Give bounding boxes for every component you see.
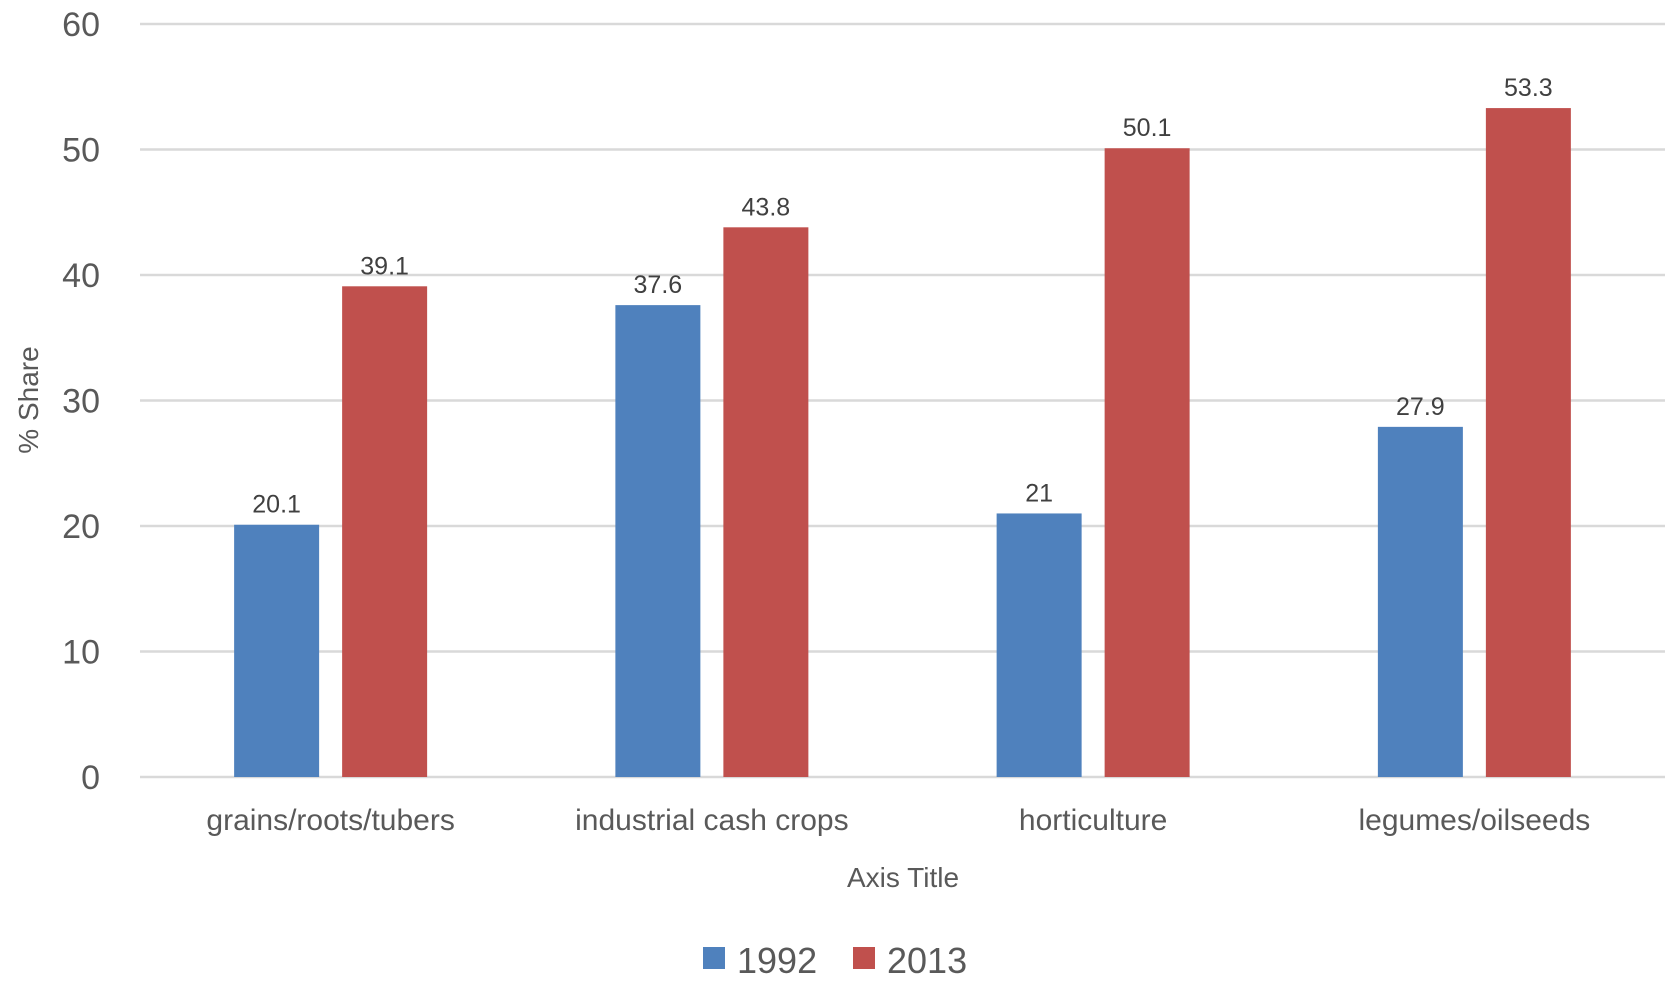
data-label: 21 xyxy=(1025,479,1053,507)
bar-1992-1 xyxy=(615,305,701,777)
data-label: 20.1 xyxy=(252,491,301,519)
bar-2013-3 xyxy=(1485,108,1571,777)
legend-swatch xyxy=(703,947,725,969)
y-tick-label: 50 xyxy=(62,132,100,170)
x-category-label: industrial cash crops xyxy=(575,804,848,837)
bar-2013-0 xyxy=(342,286,428,777)
x-axis-categories: grains/roots/tubers industrial cash crops… xyxy=(206,804,1590,837)
y-axis-title: % Share xyxy=(13,346,44,453)
legend-label: 2013 xyxy=(887,940,967,981)
x-axis-title: Axis Title xyxy=(847,862,959,893)
legend-label: 1992 xyxy=(737,940,817,981)
data-label: 53.3 xyxy=(1504,74,1553,102)
y-tick-label: 40 xyxy=(62,257,100,295)
y-tick-label: 10 xyxy=(62,634,100,672)
legend: 1992 2013 xyxy=(703,940,967,981)
bar-1992-2 xyxy=(996,513,1082,777)
x-category-label: legumes/oilseeds xyxy=(1358,804,1590,837)
legend-swatch xyxy=(853,947,875,969)
y-tick-label: 0 xyxy=(81,759,100,797)
y-tick-label: 60 xyxy=(62,6,100,44)
data-label: 39.1 xyxy=(360,252,409,280)
bars xyxy=(234,108,1571,777)
data-labels: 20.1 39.1 37.6 43.8 21 50.1 27.9 53.3 xyxy=(252,74,1552,519)
data-label: 50.1 xyxy=(1123,114,1172,142)
y-tick-label: 20 xyxy=(62,508,100,546)
data-label: 27.9 xyxy=(1396,393,1445,421)
y-tick-label: 30 xyxy=(62,383,100,421)
x-category-label: horticulture xyxy=(1019,804,1167,837)
data-label: 43.8 xyxy=(742,193,791,221)
bar-1992-0 xyxy=(234,524,320,777)
bar-1992-3 xyxy=(1377,426,1463,777)
bar-2013-1 xyxy=(723,227,809,777)
y-axis-ticks: 0 10 20 30 40 50 60 xyxy=(62,6,100,797)
data-label: 37.6 xyxy=(634,271,683,299)
bar-2013-2 xyxy=(1104,148,1190,777)
x-category-label: grains/roots/tubers xyxy=(206,804,454,837)
